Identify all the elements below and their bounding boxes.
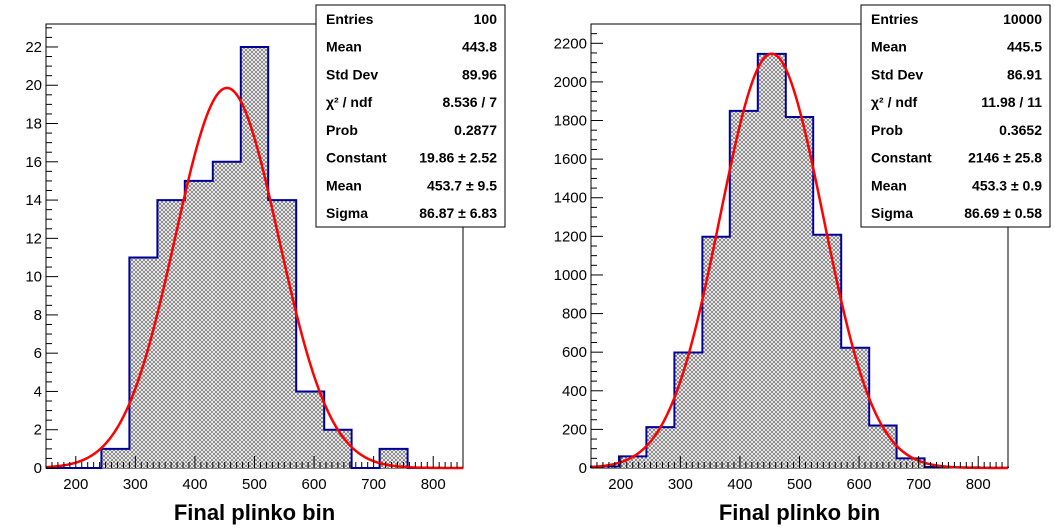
y-tick-label: 800 <box>562 306 587 323</box>
y-tick-label: 2200 <box>554 35 587 52</box>
x-tick-label: 400 <box>182 476 207 493</box>
stats-value: 11.98 / 11 <box>981 94 1042 110</box>
y-tick-label: 18 <box>25 116 42 133</box>
x-tick-label: 700 <box>906 476 931 493</box>
x-tick-label: 700 <box>361 476 386 493</box>
stats-value: 86.91 <box>1007 66 1042 82</box>
right-histogram-panel: 200 300 400 500 600 700 800 0 200 400 600 800 1000 12… <box>554 4 1051 525</box>
stats-label: Prob <box>871 122 903 138</box>
x-tick-label: 300 <box>668 476 693 493</box>
x-tick-label: 200 <box>63 476 88 493</box>
gaussian-fit-curve <box>590 52 1008 470</box>
x-axis-title: Final plinko bin <box>174 500 335 525</box>
y-tick-label: 1600 <box>554 151 587 168</box>
stats-label: χ² / ndf <box>871 94 917 110</box>
stats-label: Sigma <box>326 205 368 221</box>
x-tick-label: 400 <box>727 476 752 493</box>
histogram-bin <box>674 352 703 468</box>
histogram-bin <box>240 46 269 469</box>
y-tick-label: 1800 <box>554 113 587 130</box>
histogram-bin <box>785 117 814 468</box>
stats-label: Mean <box>871 39 907 55</box>
stats-value: 100 <box>474 11 498 27</box>
histogram-bin <box>841 347 870 468</box>
x-tick-label: 600 <box>302 476 327 493</box>
histogram-bin <box>184 180 213 468</box>
stats-value: 453.3 ± 0.9 <box>972 177 1042 193</box>
x-tick-label: 800 <box>966 476 991 493</box>
stats-value: 443.8 <box>462 39 497 55</box>
x-tick-label: 500 <box>787 476 812 493</box>
y-tick-label: 2000 <box>554 74 587 91</box>
stats-label: Std Dev <box>326 66 378 82</box>
stats-label: χ² / ndf <box>326 94 372 110</box>
stats-value: 453.7 ± 9.5 <box>427 177 497 193</box>
y-tick-label: 4 <box>34 383 42 400</box>
stats-value: 0.3652 <box>999 122 1042 138</box>
stats-label: Std Dev <box>871 66 923 82</box>
histogram-bin <box>646 427 675 468</box>
histogram-bin <box>268 200 297 468</box>
stats-value: 89.96 <box>462 66 497 82</box>
stats-label: Constant <box>326 150 387 166</box>
y-tick-label: 0 <box>34 460 42 477</box>
histogram-bin <box>869 425 897 468</box>
y-tick-label: 6 <box>34 345 42 362</box>
y-tick-label: 1400 <box>554 190 587 207</box>
stats-label: Sigma <box>871 205 913 221</box>
histogram-bin <box>101 448 130 468</box>
y-tick-label: 1000 <box>554 267 587 284</box>
histogram-bin <box>212 161 241 469</box>
stats-box <box>315 4 506 228</box>
stats-label: Mean <box>326 39 362 55</box>
histogram-bin <box>757 53 786 468</box>
y-tick-label: 8 <box>34 307 42 324</box>
x-tick-label: 300 <box>123 476 148 493</box>
histogram-bin <box>729 110 758 468</box>
stats-value: 86.69 ± 0.58 <box>964 205 1042 221</box>
y-tick-label: 20 <box>25 77 42 94</box>
histogram-bin <box>702 236 730 468</box>
histogram-bin <box>379 448 408 468</box>
stats-value: 0.2877 <box>454 122 497 138</box>
histogram-bin <box>296 391 325 468</box>
stats-value: 445.5 <box>1007 39 1042 55</box>
y-tick-label: 10 <box>25 269 42 286</box>
y-tick-label: 1200 <box>554 228 587 245</box>
x-tick-label: 600 <box>847 476 872 493</box>
y-tick-label: 200 <box>562 421 587 438</box>
histogram-bin <box>896 458 925 468</box>
stats-label: Prob <box>326 122 358 138</box>
y-tick-label: 14 <box>25 192 42 209</box>
histogram-bin <box>157 200 185 468</box>
gaussian-fit-curve <box>45 86 463 470</box>
stats-value: 86.87 ± 6.83 <box>419 205 497 221</box>
y-tick-label: 12 <box>25 230 42 247</box>
histogram-bin <box>813 234 842 468</box>
histogram-outline <box>46 45 463 469</box>
stats-label: Entries <box>871 11 919 27</box>
stats-label: Mean <box>326 177 362 193</box>
stats-label: Constant <box>871 150 932 166</box>
stats-value: 8.536 / 7 <box>443 94 498 110</box>
y-tick-label: 600 <box>562 344 587 361</box>
y-tick-label: 16 <box>25 154 42 171</box>
stats-label: Entries <box>326 11 374 27</box>
x-tick-label: 200 <box>608 476 633 493</box>
x-tick-label: 500 <box>242 476 267 493</box>
x-tick-label: 800 <box>421 476 446 493</box>
y-tick-label: 0 <box>579 460 587 477</box>
y-tick-label: 2 <box>34 422 42 439</box>
stats-value: 19.86 ± 2.52 <box>419 150 497 166</box>
y-tick-label: 400 <box>562 383 587 400</box>
stats-value: 10000 <box>1003 11 1042 27</box>
stats-value: 2146 ± 25.8 <box>968 150 1042 166</box>
left-histogram-panel: 200 300 400 500 600 700 800 0 2 4 6 8 10 12 14 16 18 20 22… <box>25 4 506 525</box>
x-axis-title: Final plinko bin <box>719 500 880 525</box>
histogram-bin <box>324 429 352 468</box>
y-tick-label: 22 <box>25 39 42 56</box>
stats-label: Mean <box>871 177 907 193</box>
stats-box <box>860 4 1051 228</box>
